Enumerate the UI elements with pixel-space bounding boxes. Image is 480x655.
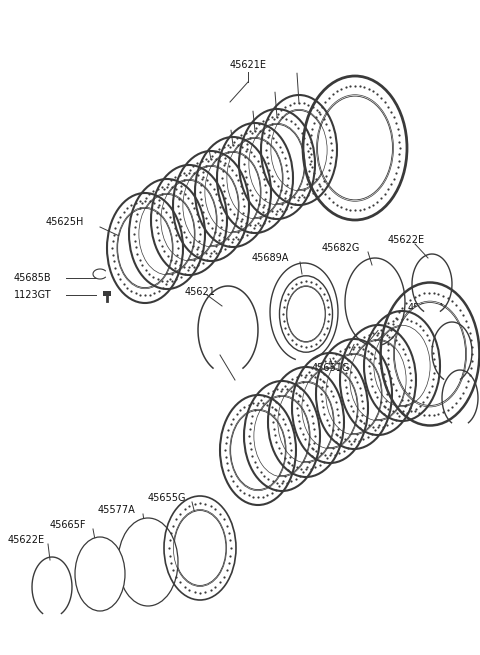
Text: 45622E: 45622E [8,535,45,545]
Ellipse shape [303,76,407,220]
Ellipse shape [254,396,310,476]
Ellipse shape [272,111,326,189]
Ellipse shape [205,153,260,232]
Ellipse shape [230,411,285,489]
Text: 45689A: 45689A [252,253,289,263]
Ellipse shape [374,326,430,405]
Ellipse shape [217,123,293,233]
Ellipse shape [381,282,480,426]
Ellipse shape [162,180,216,259]
Text: 45651G: 45651G [312,363,350,373]
Ellipse shape [318,96,393,200]
Text: 45655G: 45655G [148,493,187,503]
Ellipse shape [287,286,325,341]
Ellipse shape [244,381,320,491]
Ellipse shape [364,311,440,421]
Text: 45621E: 45621E [229,60,266,70]
Text: 45682G: 45682G [322,243,360,253]
Ellipse shape [268,367,344,477]
Ellipse shape [250,124,304,204]
Ellipse shape [118,208,172,288]
Ellipse shape [151,165,227,275]
Ellipse shape [350,341,406,420]
Ellipse shape [261,95,337,205]
Ellipse shape [302,368,357,447]
Ellipse shape [164,496,236,600]
Ellipse shape [195,137,271,247]
Ellipse shape [228,138,282,217]
Ellipse shape [395,303,466,405]
Ellipse shape [140,195,194,274]
Text: 45625H: 45625H [46,217,84,227]
Ellipse shape [220,395,296,505]
Text: 45657A: 45657A [408,303,445,313]
Ellipse shape [316,339,392,449]
Bar [103,291,111,296]
Text: 45622E: 45622E [388,235,425,245]
Ellipse shape [292,353,368,463]
Ellipse shape [107,193,183,303]
Ellipse shape [174,510,226,586]
Text: 45685B: 45685B [14,273,52,283]
Text: 45665F: 45665F [50,520,86,530]
Text: 45577A: 45577A [98,505,136,515]
Ellipse shape [239,109,315,219]
Text: 1123GT: 1123GT [14,290,52,300]
Ellipse shape [173,151,249,261]
Ellipse shape [75,537,125,611]
Text: 45621: 45621 [185,287,216,297]
Ellipse shape [279,276,333,352]
Ellipse shape [278,383,333,462]
Ellipse shape [326,354,381,434]
Ellipse shape [129,179,205,289]
Ellipse shape [118,518,178,606]
Ellipse shape [184,166,239,246]
Ellipse shape [340,325,416,435]
